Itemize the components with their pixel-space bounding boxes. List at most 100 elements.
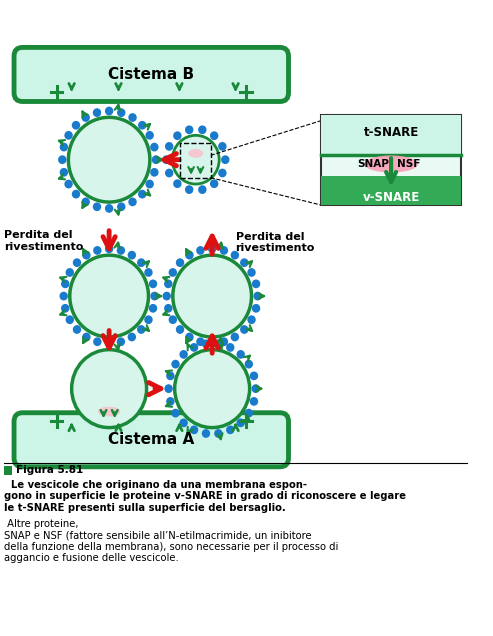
Text: SNAP: SNAP (357, 159, 389, 169)
Circle shape (218, 169, 227, 177)
Circle shape (81, 198, 90, 206)
Ellipse shape (364, 155, 418, 172)
Text: Cistema B: Cistema B (108, 67, 194, 82)
Circle shape (250, 371, 258, 380)
Circle shape (240, 325, 248, 334)
Circle shape (164, 304, 173, 313)
Circle shape (105, 244, 113, 253)
Circle shape (202, 340, 210, 348)
Circle shape (93, 246, 102, 255)
Text: t-SNARE: t-SNARE (363, 127, 419, 139)
Circle shape (137, 258, 145, 267)
Circle shape (202, 429, 210, 438)
Circle shape (176, 325, 184, 334)
Circle shape (251, 384, 260, 393)
Circle shape (60, 168, 68, 177)
Circle shape (226, 425, 235, 434)
Circle shape (149, 304, 157, 313)
Circle shape (138, 121, 146, 130)
Circle shape (214, 340, 222, 348)
Circle shape (237, 418, 245, 427)
Circle shape (208, 244, 216, 253)
Text: Cistema A: Cistema A (108, 432, 194, 447)
Circle shape (198, 125, 207, 134)
Circle shape (65, 179, 73, 188)
Circle shape (164, 279, 173, 288)
Circle shape (93, 337, 102, 346)
Circle shape (138, 190, 146, 198)
Circle shape (82, 333, 91, 342)
FancyBboxPatch shape (321, 115, 461, 155)
Text: Perdita del
rivestimento: Perdita del rivestimento (236, 232, 315, 253)
Circle shape (61, 304, 70, 313)
Circle shape (176, 258, 184, 267)
Circle shape (208, 339, 216, 348)
Text: Altre proteine,
SNAP e NSF (fattore sensibile all’N-etilmacrimide, un inibitore
: Altre proteine, SNAP e NSF (fattore sens… (4, 519, 338, 563)
Circle shape (237, 350, 245, 359)
FancyBboxPatch shape (14, 413, 288, 467)
Circle shape (173, 255, 251, 337)
Circle shape (164, 384, 173, 393)
Circle shape (220, 246, 228, 255)
Circle shape (210, 131, 218, 140)
Circle shape (165, 142, 174, 151)
Circle shape (245, 409, 253, 417)
Circle shape (247, 268, 256, 277)
Circle shape (252, 279, 260, 288)
Circle shape (166, 397, 175, 406)
Circle shape (245, 360, 253, 368)
Circle shape (117, 246, 125, 255)
FancyBboxPatch shape (4, 466, 12, 475)
Circle shape (240, 258, 248, 267)
Circle shape (117, 337, 125, 346)
Circle shape (144, 315, 153, 324)
Circle shape (58, 155, 67, 164)
Circle shape (66, 268, 74, 277)
Circle shape (105, 339, 113, 348)
Circle shape (185, 251, 194, 259)
Circle shape (93, 108, 101, 117)
Circle shape (185, 125, 193, 134)
Circle shape (152, 155, 160, 164)
Circle shape (72, 190, 80, 198)
Circle shape (60, 292, 68, 300)
Circle shape (173, 135, 219, 184)
Circle shape (128, 251, 136, 259)
Circle shape (69, 117, 150, 202)
Circle shape (166, 371, 175, 380)
Circle shape (81, 113, 90, 122)
Circle shape (250, 397, 258, 406)
Circle shape (93, 202, 101, 211)
Circle shape (162, 155, 171, 164)
Circle shape (149, 279, 157, 288)
Circle shape (196, 246, 205, 255)
Circle shape (150, 292, 159, 300)
Circle shape (171, 360, 180, 368)
Circle shape (196, 337, 205, 346)
Text: Perdita del
rivestimento: Perdita del rivestimento (4, 230, 83, 252)
Circle shape (218, 142, 227, 151)
Circle shape (247, 315, 256, 324)
Circle shape (73, 258, 81, 267)
Circle shape (105, 204, 113, 213)
Circle shape (117, 108, 125, 117)
Circle shape (198, 185, 207, 194)
Circle shape (214, 429, 222, 438)
Circle shape (173, 131, 181, 140)
Circle shape (171, 409, 180, 417)
FancyBboxPatch shape (14, 48, 288, 102)
Circle shape (60, 142, 68, 151)
Circle shape (226, 343, 235, 352)
Circle shape (137, 325, 145, 334)
Circle shape (185, 185, 193, 194)
Circle shape (145, 131, 154, 140)
Circle shape (105, 107, 113, 115)
Circle shape (128, 113, 137, 122)
Circle shape (169, 268, 177, 277)
Circle shape (220, 337, 228, 346)
Circle shape (231, 251, 239, 259)
Circle shape (190, 343, 198, 352)
Circle shape (82, 251, 91, 259)
Circle shape (163, 292, 171, 300)
Circle shape (221, 155, 230, 164)
